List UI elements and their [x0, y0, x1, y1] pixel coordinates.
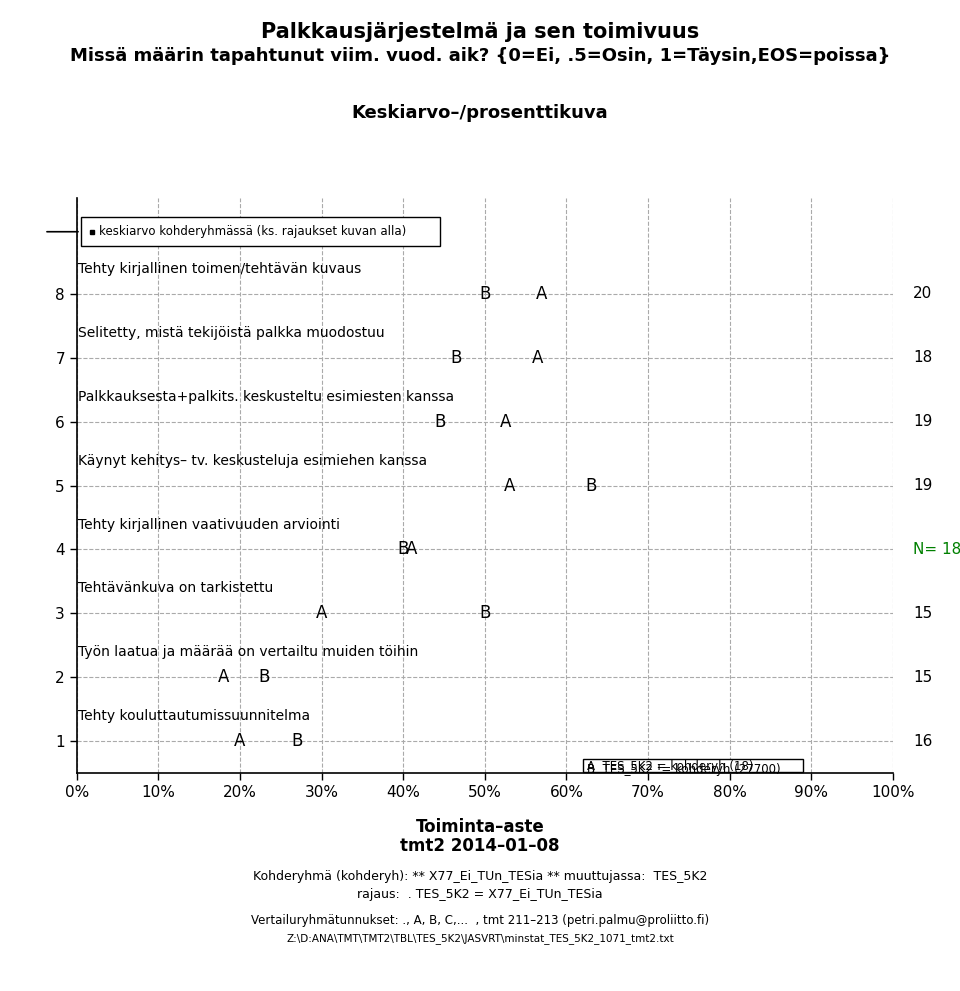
- Text: 15: 15: [913, 670, 932, 685]
- Text: Z:\D:ANA\TMT\TMT2\TBL\TES_5K2\JASVRT\minstat_TES_5K2_1071_tmt2.txt: Z:\D:ANA\TMT\TMT2\TBL\TES_5K2\JASVRT\min…: [286, 934, 674, 944]
- Text: B  TES_5K2 != kohderyh (27700): B TES_5K2 != kohderyh (27700): [587, 763, 780, 776]
- Text: Työn laatua ja määrää on vertailtu muiden töihin: Työn laatua ja määrää on vertailtu muide…: [79, 645, 419, 659]
- Text: tmt2 2014–01–08: tmt2 2014–01–08: [400, 837, 560, 855]
- Text: N= 18: N= 18: [913, 542, 960, 557]
- Text: B: B: [586, 477, 596, 495]
- Text: rajaus:  . TES_5K2 = X77_Ei_TUn_TESia: rajaus: . TES_5K2 = X77_Ei_TUn_TESia: [357, 888, 603, 901]
- Text: Palkkauksesta+palkits. keskusteltu esimiesten kanssa: Palkkauksesta+palkits. keskusteltu esimi…: [79, 389, 454, 404]
- Text: 18: 18: [913, 351, 932, 366]
- Text: A: A: [406, 540, 417, 559]
- Text: B: B: [479, 285, 491, 303]
- FancyBboxPatch shape: [583, 759, 803, 772]
- Text: 19: 19: [913, 478, 932, 494]
- Text: Tehty kirjallinen toimen/tehtävän kuvaus: Tehty kirjallinen toimen/tehtävän kuvaus: [79, 262, 362, 276]
- Text: A: A: [316, 605, 327, 622]
- Text: A: A: [504, 477, 515, 495]
- Text: A: A: [499, 412, 511, 431]
- Text: 15: 15: [913, 606, 932, 620]
- Text: Tehtävänkuva on tarkistettu: Tehtävänkuva on tarkistettu: [79, 582, 274, 596]
- Text: Vertailuryhmätunnukset: ., A, B, C,...  , tmt 211–213 (petri.palmu@proliitto.fi): Vertailuryhmätunnukset: ., A, B, C,... ,…: [251, 914, 709, 927]
- Text: Missä määrin tapahtunut viim. vuod. aik? {0=Ei, .5=Osin, 1=Täysin,EOS=poissa}: Missä määrin tapahtunut viim. vuod. aik?…: [70, 47, 890, 64]
- Text: Tehty kouluttautumissuunnitelma: Tehty kouluttautumissuunnitelma: [79, 710, 310, 723]
- Text: Toiminta–aste: Toiminta–aste: [416, 818, 544, 835]
- Text: Keskiarvo–/prosenttikuva: Keskiarvo–/prosenttikuva: [351, 104, 609, 122]
- Text: B: B: [259, 668, 270, 686]
- Text: B: B: [434, 412, 445, 431]
- Text: 16: 16: [913, 733, 932, 748]
- Text: Käynyt kehitys– tv. keskusteluja esimiehen kanssa: Käynyt kehitys– tv. keskusteluja esimieh…: [79, 454, 427, 468]
- Text: 19: 19: [913, 414, 932, 429]
- Text: keskiarvo kohderyhmässä (ks. rajaukset kuvan alla): keskiarvo kohderyhmässä (ks. rajaukset k…: [99, 225, 406, 238]
- Text: Tehty kirjallinen vaativuuden arviointi: Tehty kirjallinen vaativuuden arviointi: [79, 517, 341, 531]
- Text: A: A: [537, 285, 547, 303]
- Text: B: B: [479, 605, 491, 622]
- Text: B: B: [292, 732, 302, 750]
- Text: B: B: [450, 349, 462, 367]
- FancyBboxPatch shape: [81, 217, 440, 246]
- Text: A: A: [234, 732, 246, 750]
- Text: A  TES_5K2 = kohderyh (18): A TES_5K2 = kohderyh (18): [587, 760, 754, 773]
- Text: A: A: [532, 349, 543, 367]
- Text: A: A: [218, 668, 229, 686]
- Text: B: B: [397, 540, 409, 559]
- Text: Selitetty, mistä tekijöistä palkka muodostuu: Selitetty, mistä tekijöistä palkka muodo…: [79, 326, 385, 340]
- Text: Palkkausjärjestelmä ja sen toimivuus: Palkkausjärjestelmä ja sen toimivuus: [261, 22, 699, 42]
- Text: Kohderyhmä (kohderyh): ** X77_Ei_TUn_TESia ** muuttujassa:  TES_5K2: Kohderyhmä (kohderyh): ** X77_Ei_TUn_TES…: [252, 870, 708, 883]
- Text: 20: 20: [913, 286, 932, 301]
